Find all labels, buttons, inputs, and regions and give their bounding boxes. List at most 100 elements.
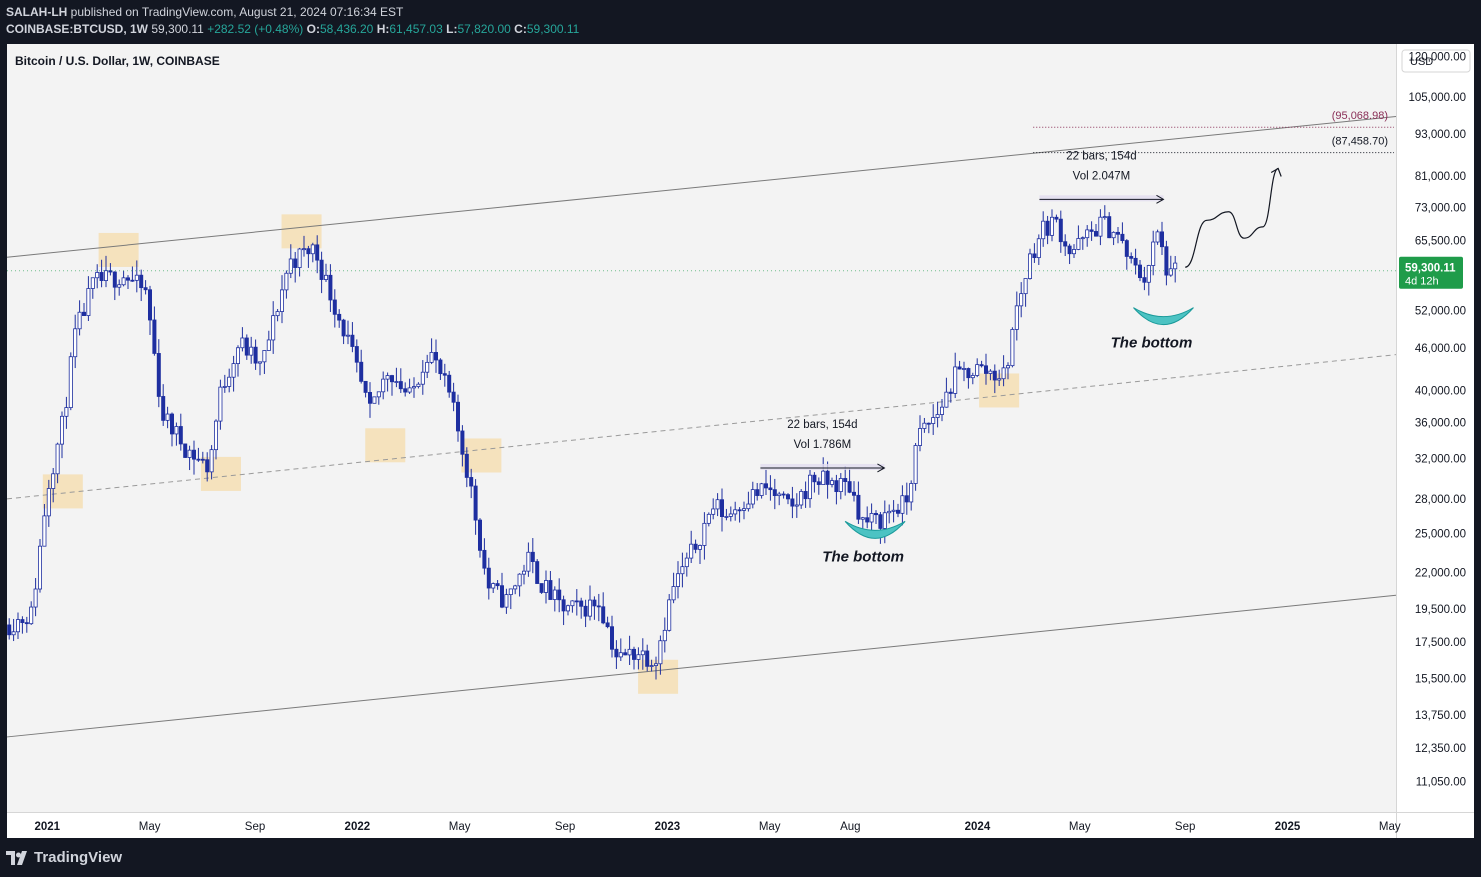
candle[interactable] [904,495,909,503]
candle[interactable] [508,588,513,596]
candle[interactable] [1014,305,1019,330]
candle[interactable] [306,248,311,255]
candle[interactable] [455,401,460,432]
candle[interactable] [1151,241,1156,266]
candle[interactable] [944,391,949,408]
candle[interactable] [1094,231,1099,237]
bottom-annotation[interactable]: The bottom [822,520,906,565]
candle[interactable] [95,272,100,279]
candle[interactable] [257,361,262,364]
candle[interactable] [231,363,236,378]
candle[interactable] [301,248,306,251]
plot-area[interactable] [7,44,1396,812]
candle[interactable] [20,619,25,624]
channel-mid-line[interactable] [6,354,1397,500]
candle[interactable] [271,315,276,341]
candle[interactable] [513,585,518,590]
candle[interactable] [896,509,901,514]
candle[interactable] [1050,216,1055,236]
channel-lower-line[interactable] [6,594,1397,738]
candle[interactable] [649,665,654,667]
candle[interactable] [165,413,170,421]
candle[interactable] [29,606,34,625]
candle[interactable] [1129,256,1134,259]
candle[interactable] [808,474,813,500]
candle[interactable] [341,319,346,337]
candle[interactable] [345,334,350,337]
projection-path[interactable] [1184,167,1279,268]
candle[interactable] [711,508,716,515]
candle[interactable] [130,279,135,282]
candle[interactable] [926,422,931,425]
candle[interactable] [966,368,971,379]
candle[interactable] [706,513,711,524]
candle[interactable] [548,580,553,600]
candle[interactable] [279,289,284,312]
candle[interactable] [275,311,280,317]
candle[interactable] [561,599,566,612]
candle[interactable] [746,503,751,510]
candle[interactable] [359,361,364,382]
candle[interactable] [874,513,879,516]
candle[interactable] [878,514,883,529]
candle[interactable] [73,328,78,358]
candle[interactable] [975,364,980,376]
candle[interactable] [77,311,82,330]
candle[interactable] [1028,253,1033,279]
candle[interactable] [64,407,69,417]
candle[interactable] [178,426,183,445]
candle[interactable] [389,375,394,383]
candle[interactable] [667,599,672,631]
candle[interactable] [403,388,408,393]
candle[interactable] [689,543,694,559]
candle[interactable] [574,600,579,603]
candle[interactable] [376,391,381,398]
candle[interactable] [183,443,188,458]
candle[interactable] [1164,246,1169,276]
candle[interactable] [1041,220,1046,240]
candle[interactable] [104,270,109,281]
candle[interactable] [632,648,637,660]
candle[interactable] [698,545,703,550]
candle[interactable] [1142,277,1147,283]
candle[interactable] [367,392,372,404]
candle[interactable] [442,373,447,376]
candle[interactable] [174,426,179,435]
candle[interactable] [332,299,337,315]
candle[interactable] [398,381,403,390]
candle[interactable] [213,420,218,451]
candle[interactable] [838,478,843,493]
candle[interactable] [522,570,527,575]
last-price-badge[interactable] [1399,256,1463,289]
candle[interactable] [1001,367,1006,380]
candle[interactable] [658,640,663,665]
candle[interactable] [790,498,795,507]
support-zone[interactable] [638,659,679,694]
candle[interactable] [592,599,597,607]
candle[interactable] [1168,268,1173,276]
candle[interactable] [420,371,425,385]
candle[interactable] [504,594,509,608]
candle[interactable] [900,495,905,514]
candle[interactable] [662,629,667,642]
candle[interactable] [218,386,223,422]
candle[interactable] [55,443,60,475]
candle[interactable] [205,459,210,473]
candle[interactable] [1102,216,1107,218]
candle[interactable] [196,458,201,461]
candle[interactable] [416,383,421,387]
candle[interactable] [134,274,139,281]
candle[interactable] [869,513,874,523]
candle[interactable] [772,489,777,497]
candle[interactable] [997,378,1002,381]
candle[interactable] [852,491,857,496]
candle[interactable] [794,504,799,507]
candle[interactable] [161,396,166,421]
candle[interactable] [156,353,161,397]
candle[interactable] [42,515,47,547]
candle[interactable] [601,606,606,624]
candle[interactable] [1006,365,1011,369]
candle[interactable] [830,480,835,485]
candle[interactable] [517,573,522,587]
candle[interactable] [812,474,817,483]
